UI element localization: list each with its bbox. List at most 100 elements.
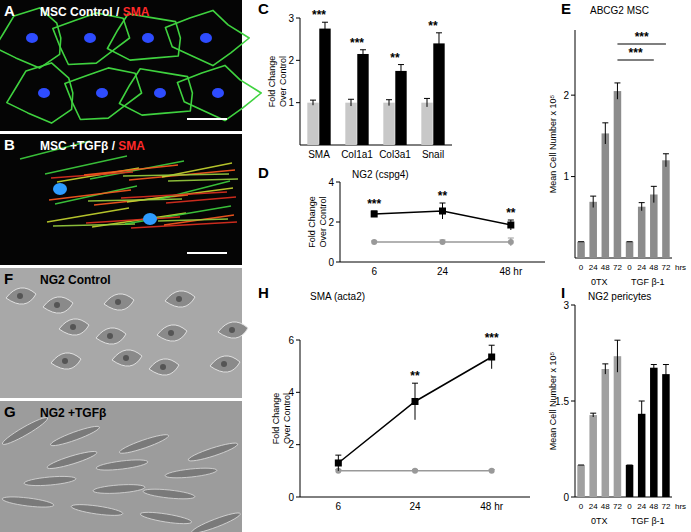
error-bar bbox=[489, 345, 495, 369]
chart-title: ABCG2 MSC bbox=[590, 5, 649, 16]
nucleus bbox=[160, 364, 166, 370]
cell-outline bbox=[65, 68, 142, 120]
error-bar bbox=[627, 465, 633, 466]
y-tick bbox=[296, 392, 300, 393]
y-tick bbox=[296, 18, 300, 19]
error-stem bbox=[324, 22, 325, 35]
error-bar bbox=[371, 211, 377, 217]
nucleus bbox=[107, 333, 113, 339]
x-tick-label: 6 bbox=[336, 501, 342, 512]
y-tick bbox=[571, 176, 575, 177]
y-axis-label: Mean Cell Number x 10⁵ bbox=[548, 352, 558, 451]
error-bar bbox=[424, 98, 430, 106]
spindle-cell bbox=[140, 510, 193, 526]
cell-outline bbox=[53, 13, 130, 65]
image-panel: NG2 ControlF bbox=[0, 268, 248, 398]
nucleus bbox=[154, 88, 166, 98]
bar bbox=[357, 54, 368, 145]
x-tick-label: Snail bbox=[422, 149, 444, 160]
marker bbox=[335, 459, 342, 466]
cell bbox=[149, 359, 179, 375]
nucleus bbox=[143, 213, 157, 225]
spindle-cell bbox=[46, 449, 98, 472]
cell bbox=[112, 350, 142, 366]
marker bbox=[371, 211, 378, 218]
error-stem bbox=[617, 83, 618, 99]
error-cap bbox=[310, 100, 316, 101]
y-tick-label: 3 bbox=[288, 13, 294, 24]
image-background bbox=[0, 401, 242, 532]
error-stem bbox=[400, 65, 401, 78]
panel-letter: E bbox=[561, 0, 571, 17]
error-bar bbox=[398, 65, 404, 78]
error-stem bbox=[605, 364, 606, 374]
y-tick-label: 0 bbox=[288, 492, 294, 503]
error-cap bbox=[639, 202, 645, 203]
x-tick-label: Col3a1 bbox=[379, 149, 411, 160]
error-cap bbox=[348, 99, 354, 100]
nucleus bbox=[176, 296, 182, 302]
image-label-text: MSC Control / bbox=[40, 5, 123, 19]
fiber bbox=[125, 206, 231, 224]
panel-letter: H bbox=[258, 284, 269, 301]
error-bar bbox=[335, 455, 341, 471]
bar bbox=[421, 103, 432, 145]
y-label-line: Over Control bbox=[278, 56, 288, 107]
group-label: 0TX bbox=[591, 516, 608, 526]
error-stem bbox=[313, 100, 314, 105]
group-label: TGF β-1 bbox=[631, 277, 665, 287]
error-cap bbox=[386, 99, 392, 100]
bar bbox=[345, 103, 356, 145]
bar bbox=[307, 103, 318, 145]
significance-label: *** bbox=[485, 331, 499, 345]
y-tick-label: 0 bbox=[563, 492, 569, 503]
y-tick bbox=[336, 222, 340, 223]
fiber bbox=[88, 199, 182, 201]
significance-label: *** bbox=[629, 46, 643, 60]
x-axis bbox=[300, 497, 530, 498]
bar bbox=[662, 374, 670, 497]
error-cap bbox=[590, 196, 596, 197]
bar bbox=[589, 202, 597, 258]
nucleus bbox=[84, 33, 96, 43]
x-tick-label: 24 bbox=[637, 502, 646, 511]
cell bbox=[157, 325, 187, 341]
error-bar bbox=[651, 365, 657, 371]
marker bbox=[439, 208, 446, 215]
chart-title: NG2 (cspg4) bbox=[352, 169, 409, 180]
x-tick-label: 48 hr bbox=[480, 501, 503, 512]
y-tick-label: 0 bbox=[328, 257, 334, 268]
nucleus bbox=[53, 183, 67, 195]
error-bar bbox=[614, 340, 620, 372]
error-stem bbox=[641, 203, 642, 211]
panel-letter: I bbox=[561, 284, 565, 301]
error-stem bbox=[653, 365, 654, 371]
error-stem bbox=[438, 33, 439, 54]
y-tick-label: 3 bbox=[563, 300, 569, 311]
x-tick-label: 6 bbox=[371, 266, 377, 277]
x-axis bbox=[340, 262, 545, 263]
y-axis-label: Fold ChangeOver Control bbox=[267, 56, 288, 108]
bar bbox=[626, 465, 634, 497]
bar bbox=[602, 133, 610, 258]
bar bbox=[589, 415, 597, 497]
fiber bbox=[166, 197, 236, 203]
error-cap bbox=[663, 153, 669, 154]
y-tick bbox=[296, 102, 300, 103]
bar bbox=[383, 103, 394, 145]
error-bar bbox=[602, 123, 608, 144]
error-cap bbox=[578, 465, 584, 466]
error-cap bbox=[602, 363, 608, 364]
significance-label: *** bbox=[635, 30, 649, 44]
x-tick-label: 48 bbox=[601, 263, 610, 272]
fiber bbox=[158, 219, 228, 221]
nucleus bbox=[115, 299, 121, 305]
error-bar bbox=[639, 401, 645, 427]
error-bar bbox=[386, 100, 392, 106]
y-tick-label: 2 bbox=[288, 55, 294, 66]
error-cap bbox=[627, 465, 633, 466]
scale-bar bbox=[187, 118, 227, 120]
spindle-cell bbox=[118, 432, 170, 456]
error-bar bbox=[348, 99, 354, 106]
error-bar bbox=[412, 383, 418, 420]
